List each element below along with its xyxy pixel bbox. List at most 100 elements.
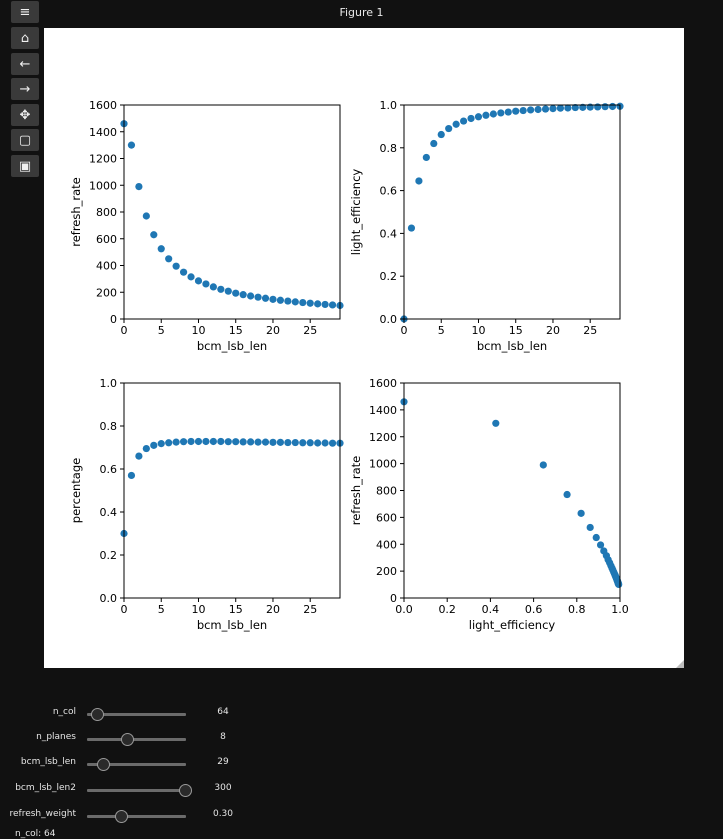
subplot-2: 0 5 10 15 20 25 0.0 0.2 0.4 0.6 0.8 1.0 bcm_lsb_len l…: [349, 99, 624, 353]
x-tick-label: 0.8: [568, 603, 586, 616]
data-point: [564, 104, 572, 112]
home-button[interactable]: ⌂: [11, 27, 39, 49]
slider-track[interactable]: [87, 763, 186, 766]
data-point: [239, 291, 247, 299]
data-point: [459, 117, 468, 125]
slider-track[interactable]: [87, 815, 186, 818]
x-tick-label: 0.0: [395, 603, 413, 616]
slider-label: n_planes: [36, 732, 76, 742]
data-point: [328, 439, 337, 447]
data-point: [541, 105, 550, 113]
menu-button[interactable]: ≡: [11, 1, 39, 23]
slider-label: n_col: [52, 707, 76, 717]
y-tick-label: 0.4: [100, 506, 118, 519]
figure-canvas[interactable]: 0 5 10 15 20 25 0 200 400 600 800 1000 1200 1400 1600 b…: [44, 28, 684, 668]
y-axis-label: refresh_rate: [349, 456, 363, 526]
data-points: [400, 398, 623, 589]
slider-track[interactable]: [87, 738, 186, 741]
data-point: [586, 523, 594, 532]
data-point: [556, 104, 565, 112]
data-point: [299, 298, 307, 307]
data-point: [179, 268, 188, 276]
slider-track[interactable]: [87, 713, 186, 716]
slider-handle[interactable]: [121, 733, 135, 746]
zoom-button[interactable]: ▢: [11, 129, 39, 151]
data-point: [224, 287, 232, 295]
data-point: [445, 124, 453, 133]
slider-handle[interactable]: [90, 708, 104, 721]
x-axis-label: light_efficiency: [469, 618, 556, 632]
x-tick-label: 15: [229, 603, 243, 616]
data-point: [172, 438, 180, 446]
figure-svg[interactable]: 0 5 10 15 20 2502004006008001000120014001600b…: [44, 28, 684, 668]
data-point: [467, 114, 475, 123]
data-point: [579, 103, 587, 111]
y-tick-label: 1400: [369, 404, 397, 417]
data-point: [135, 182, 143, 191]
subplot-1: 0 5 10 15 20 25 0 200 400 600 800 1000 1200 1400 1600 b…: [69, 99, 344, 353]
data-point: [519, 106, 527, 115]
data-point: [407, 224, 416, 232]
data-point: [430, 139, 438, 148]
data-point: [314, 300, 322, 308]
y-tick-label: 1400: [89, 126, 117, 139]
y-tick-label: 0: [390, 592, 397, 605]
data-point: [563, 490, 571, 499]
y-tick-label: 1600: [89, 99, 117, 112]
data-point: [276, 438, 285, 446]
n-col-slider: n_col 64: [0, 704, 300, 724]
y-tick-label: 1600: [369, 377, 397, 390]
x-tick-label: 20: [546, 324, 560, 337]
data-point: [209, 437, 217, 446]
save-button[interactable]: ▣: [11, 155, 39, 177]
x-tick-label: 25: [583, 324, 597, 337]
slider-handle[interactable]: [114, 810, 128, 823]
slider-handle[interactable]: [179, 784, 192, 797]
data-points: [120, 120, 344, 310]
data-point: [539, 461, 547, 469]
pan-button[interactable]: ✥: [11, 104, 39, 126]
y-tick-label: 0.6: [100, 463, 118, 476]
y-tick-label: 600: [376, 511, 397, 524]
y-tick-label: 0.8: [380, 142, 398, 155]
y-tick-label: 1200: [369, 431, 397, 444]
data-point: [194, 437, 203, 446]
data-point: [321, 439, 329, 447]
y-axis-label: percentage: [69, 458, 83, 523]
x-tick-label: 5: [438, 324, 445, 337]
data-point: [157, 245, 165, 253]
data-points: [120, 437, 344, 538]
axes-frame: [123, 104, 341, 320]
x-tick-label: 0: [401, 324, 408, 337]
data-point: [291, 298, 299, 306]
status-text: n_col: 64: [15, 829, 56, 839]
data-point: [492, 419, 500, 427]
x-tick-label: 0.2: [438, 603, 456, 616]
resize-grip[interactable]: [676, 660, 684, 668]
y-tick-label: 0.0: [380, 313, 398, 326]
x-tick-label: 25: [303, 324, 317, 337]
subplot-4: 0.0 0.2 0.4 0.6 0.8 1.0 0 200 400 600 800 1000 1200 1…: [349, 377, 629, 632]
x-axis-label: bcm_lsb_len: [197, 618, 267, 632]
data-point: [202, 280, 210, 288]
back-button[interactable]: ←: [11, 53, 39, 75]
data-point: [232, 438, 240, 446]
y-tick-label: 1000: [89, 179, 117, 192]
zoom-rect-icon: ▢: [18, 132, 32, 148]
data-point: [254, 293, 262, 301]
data-point: [135, 452, 143, 460]
axes-frame: [403, 382, 621, 599]
data-point: [261, 294, 270, 302]
y-tick-label: 800: [96, 206, 117, 219]
data-point: [142, 444, 150, 453]
data-point: [202, 437, 210, 446]
forward-button[interactable]: →: [11, 78, 39, 100]
y-tick-label: 1000: [369, 458, 397, 471]
slider-track[interactable]: [87, 789, 186, 792]
data-point: [217, 285, 225, 293]
data-point: [284, 438, 292, 447]
data-point: [474, 113, 483, 121]
slider-handle[interactable]: [97, 758, 111, 771]
data-points: [400, 102, 624, 323]
bcm-lsb-len2-slider: bcm_lsb_len2 300: [0, 780, 300, 800]
